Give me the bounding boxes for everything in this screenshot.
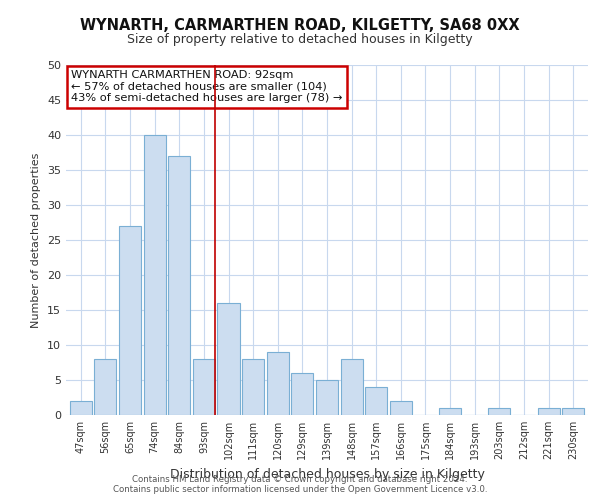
Bar [291, 373, 313, 415]
Text: Contains HM Land Registry data © Crown copyright and database right 2024.: Contains HM Land Registry data © Crown c… [132, 475, 468, 484]
Bar [316, 380, 338, 415]
Bar [168, 156, 190, 415]
Bar [488, 408, 511, 415]
Y-axis label: Number of detached properties: Number of detached properties [31, 152, 41, 328]
Text: Size of property relative to detached houses in Kilgetty: Size of property relative to detached ho… [127, 32, 473, 46]
Bar [390, 401, 412, 415]
X-axis label: Distribution of detached houses by size in Kilgetty: Distribution of detached houses by size … [170, 468, 484, 480]
Bar [119, 226, 141, 415]
Bar [365, 387, 388, 415]
Bar [143, 135, 166, 415]
Bar [562, 408, 584, 415]
Bar [217, 303, 239, 415]
Bar [94, 359, 116, 415]
Bar [439, 408, 461, 415]
Bar [538, 408, 560, 415]
Bar [70, 401, 92, 415]
Bar [193, 359, 215, 415]
Text: WYNARTH, CARMARTHEN ROAD, KILGETTY, SA68 0XX: WYNARTH, CARMARTHEN ROAD, KILGETTY, SA68… [80, 18, 520, 32]
Bar [266, 352, 289, 415]
Bar [341, 359, 363, 415]
Text: WYNARTH CARMARTHEN ROAD: 92sqm
← 57% of detached houses are smaller (104)
43% of: WYNARTH CARMARTHEN ROAD: 92sqm ← 57% of … [71, 70, 343, 103]
Bar [242, 359, 264, 415]
Text: Contains public sector information licensed under the Open Government Licence v3: Contains public sector information licen… [113, 485, 487, 494]
